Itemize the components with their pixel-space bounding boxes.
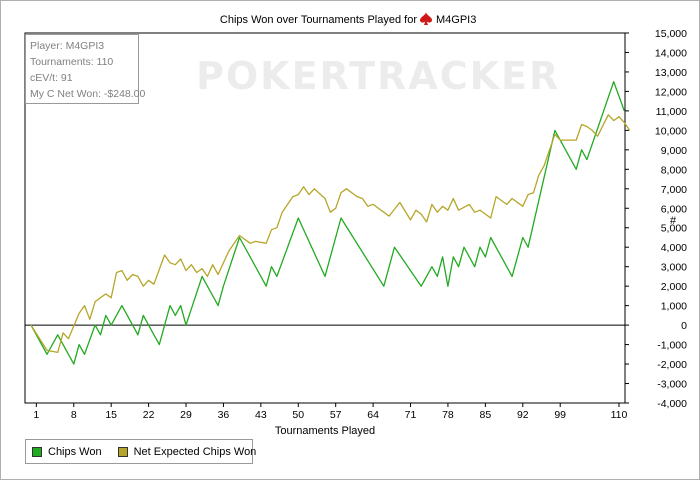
y-tick-label: 7,000 [661, 184, 687, 196]
y-tick-label: 12,000 [655, 86, 687, 98]
x-tick-label: 99 [554, 409, 566, 421]
y-tick-label: 4,000 [661, 242, 687, 254]
info-player: Player: M4GPI3 [30, 40, 105, 52]
y-tick-label: 0 [681, 320, 687, 332]
y-tick-label: 11,000 [656, 106, 687, 118]
y-tick-label: -4,000 [657, 398, 687, 410]
y-tick-label: 2,000 [661, 281, 687, 293]
series-line-net-expected [30, 114, 631, 354]
legend-label: Chips Won [48, 445, 102, 458]
x-tick-label: 43 [255, 409, 267, 421]
x-tick-label: 1 [33, 409, 39, 421]
x-tick-label: 36 [218, 409, 230, 421]
legend-item-net-expected[interactable]: Net Expected Chips Won [117, 445, 257, 458]
legend-swatch [32, 446, 42, 457]
y-tick-label: 10,000 [655, 125, 687, 137]
y-tick-label: -2,000 [657, 359, 687, 371]
stats-info-box: Player: M4GPI3 Tournaments: 110 cEV/t: 9… [25, 34, 146, 104]
x-tick-label: 71 [405, 409, 417, 421]
x-tick-label: 92 [517, 409, 529, 421]
info-net-won: My C Net Won: -$248.00 [30, 88, 146, 100]
x-tick-label: 8 [71, 409, 77, 421]
plot-area [24, 32, 626, 404]
svg-text:M4GPI3: M4GPI3 [436, 14, 476, 26]
y-tick-label: 14,000 [655, 47, 687, 59]
x-tick-label: 15 [105, 409, 117, 421]
info-cev: cEV/t: 91 [30, 72, 73, 84]
y-tick-label: 8,000 [661, 164, 687, 176]
info-tournaments: Tournaments: 110 [30, 56, 114, 68]
legend-swatch [117, 446, 128, 457]
y-axis-label: # [670, 215, 677, 227]
chart-legend: Chips Won Net Expected Chips Won [25, 439, 256, 464]
y-tick-label: -1,000 [657, 340, 687, 352]
y-tick-label: 13,000 [655, 67, 687, 79]
y-tick-label: 5,000 [661, 223, 687, 235]
y-tick-label: 9,000 [661, 145, 687, 157]
x-tick-label: 50 [292, 409, 304, 421]
x-tick-label: 22 [143, 409, 155, 421]
y-tick-label: 3,000 [661, 262, 687, 274]
chart-title: Chips Won over Tournaments Played for M4… [220, 12, 476, 26]
x-tick-label: 78 [442, 409, 454, 421]
pokertracker-watermark: POKERTRACKER [196, 54, 561, 98]
spade-icon [420, 12, 432, 25]
x-tick-label: 85 [480, 409, 492, 421]
legend-item-chips-won[interactable]: Chips Won [32, 446, 102, 458]
x-tick-label: 64 [367, 409, 379, 421]
y-tick-label: 1,000 [661, 301, 687, 313]
series-line-chips-won [30, 81, 625, 365]
y-tick-label: -3,000 [657, 379, 687, 391]
x-tick-label: 110 [611, 409, 628, 421]
legend-label: Net Expected Chips Won [133, 445, 257, 458]
x-tick-label: 29 [180, 409, 192, 421]
y-tick-label: 15,000 [655, 28, 687, 40]
x-tick-label: 57 [330, 409, 342, 421]
y-tick-label: 6,000 [661, 203, 687, 215]
x-axis-label: Tournaments Played [275, 425, 375, 437]
svg-text:Chips Won over Tournaments Pla: Chips Won over Tournaments Played for [220, 14, 417, 26]
